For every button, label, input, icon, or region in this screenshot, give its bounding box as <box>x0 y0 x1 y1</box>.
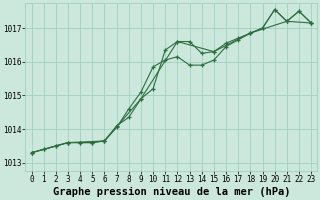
X-axis label: Graphe pression niveau de la mer (hPa): Graphe pression niveau de la mer (hPa) <box>52 187 290 197</box>
